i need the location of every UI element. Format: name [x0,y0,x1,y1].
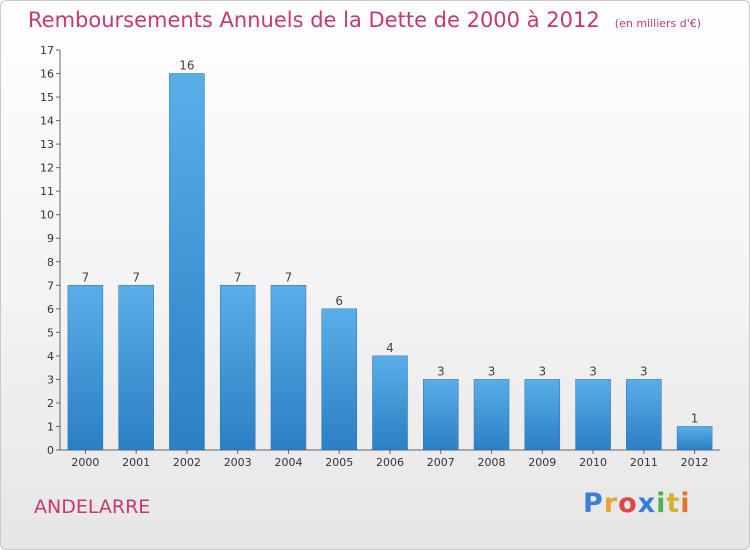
x-tick-label: 2009 [528,456,556,469]
x-tick-label: 2005 [325,456,353,469]
y-tick-label: 10 [40,209,54,222]
bar-value-label: 3 [589,364,597,378]
bar-value-label: 3 [538,364,546,378]
bar-value-label: 3 [488,364,496,378]
logo-letter: i [680,488,691,519]
x-tick-label: 2003 [224,456,252,469]
bar [473,379,510,451]
bar [524,379,561,451]
chart-subtitle: (en milliers d'€) [614,17,702,30]
chart-title: Remboursements Annuels de la Dette de 20… [28,8,600,32]
bar-value-label: 16 [179,59,194,73]
y-tick-label: 4 [47,350,54,363]
bar-value-label: 7 [132,270,140,284]
x-tick-label: 2002 [173,456,201,469]
y-tick-label: 2 [47,397,54,410]
bar-value-label: 7 [285,270,293,284]
bar-value-label: 4 [386,341,394,355]
bar-value-label: 7 [234,270,242,284]
y-tick-label: 3 [47,373,54,386]
x-tick-label: 2000 [71,456,99,469]
bar-value-label: 3 [640,364,648,378]
logo-letter: r [603,488,619,519]
bar-value-label: 7 [82,270,90,284]
logo-letter: P [583,488,604,519]
x-tick-label: 2001 [122,456,150,469]
bar [270,285,307,451]
y-tick-label: 9 [47,232,54,245]
bar-value-label: 1 [691,411,699,425]
x-tick-label: 2004 [274,456,302,469]
y-tick-label: 13 [40,138,54,151]
proxiti-logo: Proxiti [583,488,691,519]
bar [626,379,662,451]
bar [219,285,256,451]
bar [118,285,154,451]
logo-letter: x [637,488,657,519]
bar [321,308,357,451]
x-tick-label: 2011 [630,456,658,469]
y-tick-label: 11 [40,185,54,198]
y-tick-label: 15 [40,91,54,104]
bar [423,379,459,451]
bar-value-label: 6 [335,294,343,308]
logo-letter: t [666,488,681,519]
y-tick-label: 7 [47,279,54,292]
bar [169,73,205,451]
x-tick-label: 2007 [427,456,455,469]
bar [676,426,713,451]
y-tick-label: 1 [47,420,54,433]
y-tick-label: 14 [40,115,54,128]
y-tick-label: 16 [40,68,54,81]
bar [575,379,611,451]
x-tick-label: 2006 [376,456,404,469]
x-tick-label: 2010 [579,456,607,469]
x-tick-label: 2012 [681,456,709,469]
logo-letter: i [656,488,667,519]
bar-value-label: 3 [437,364,445,378]
x-tick-label: 2008 [478,456,506,469]
y-tick-label: 8 [47,256,54,269]
y-tick-label: 17 [40,44,54,57]
bar [67,285,104,451]
y-tick-label: 6 [47,303,54,316]
town-name: ANDELARRE [34,496,151,518]
chart-title-row: Remboursements Annuels de la Dette de 20… [28,8,701,32]
bar [372,355,408,451]
y-tick-label: 0 [47,444,54,457]
y-tick-label: 12 [40,162,54,175]
y-tick-label: 5 [47,326,54,339]
logo-letter: o [618,488,638,519]
